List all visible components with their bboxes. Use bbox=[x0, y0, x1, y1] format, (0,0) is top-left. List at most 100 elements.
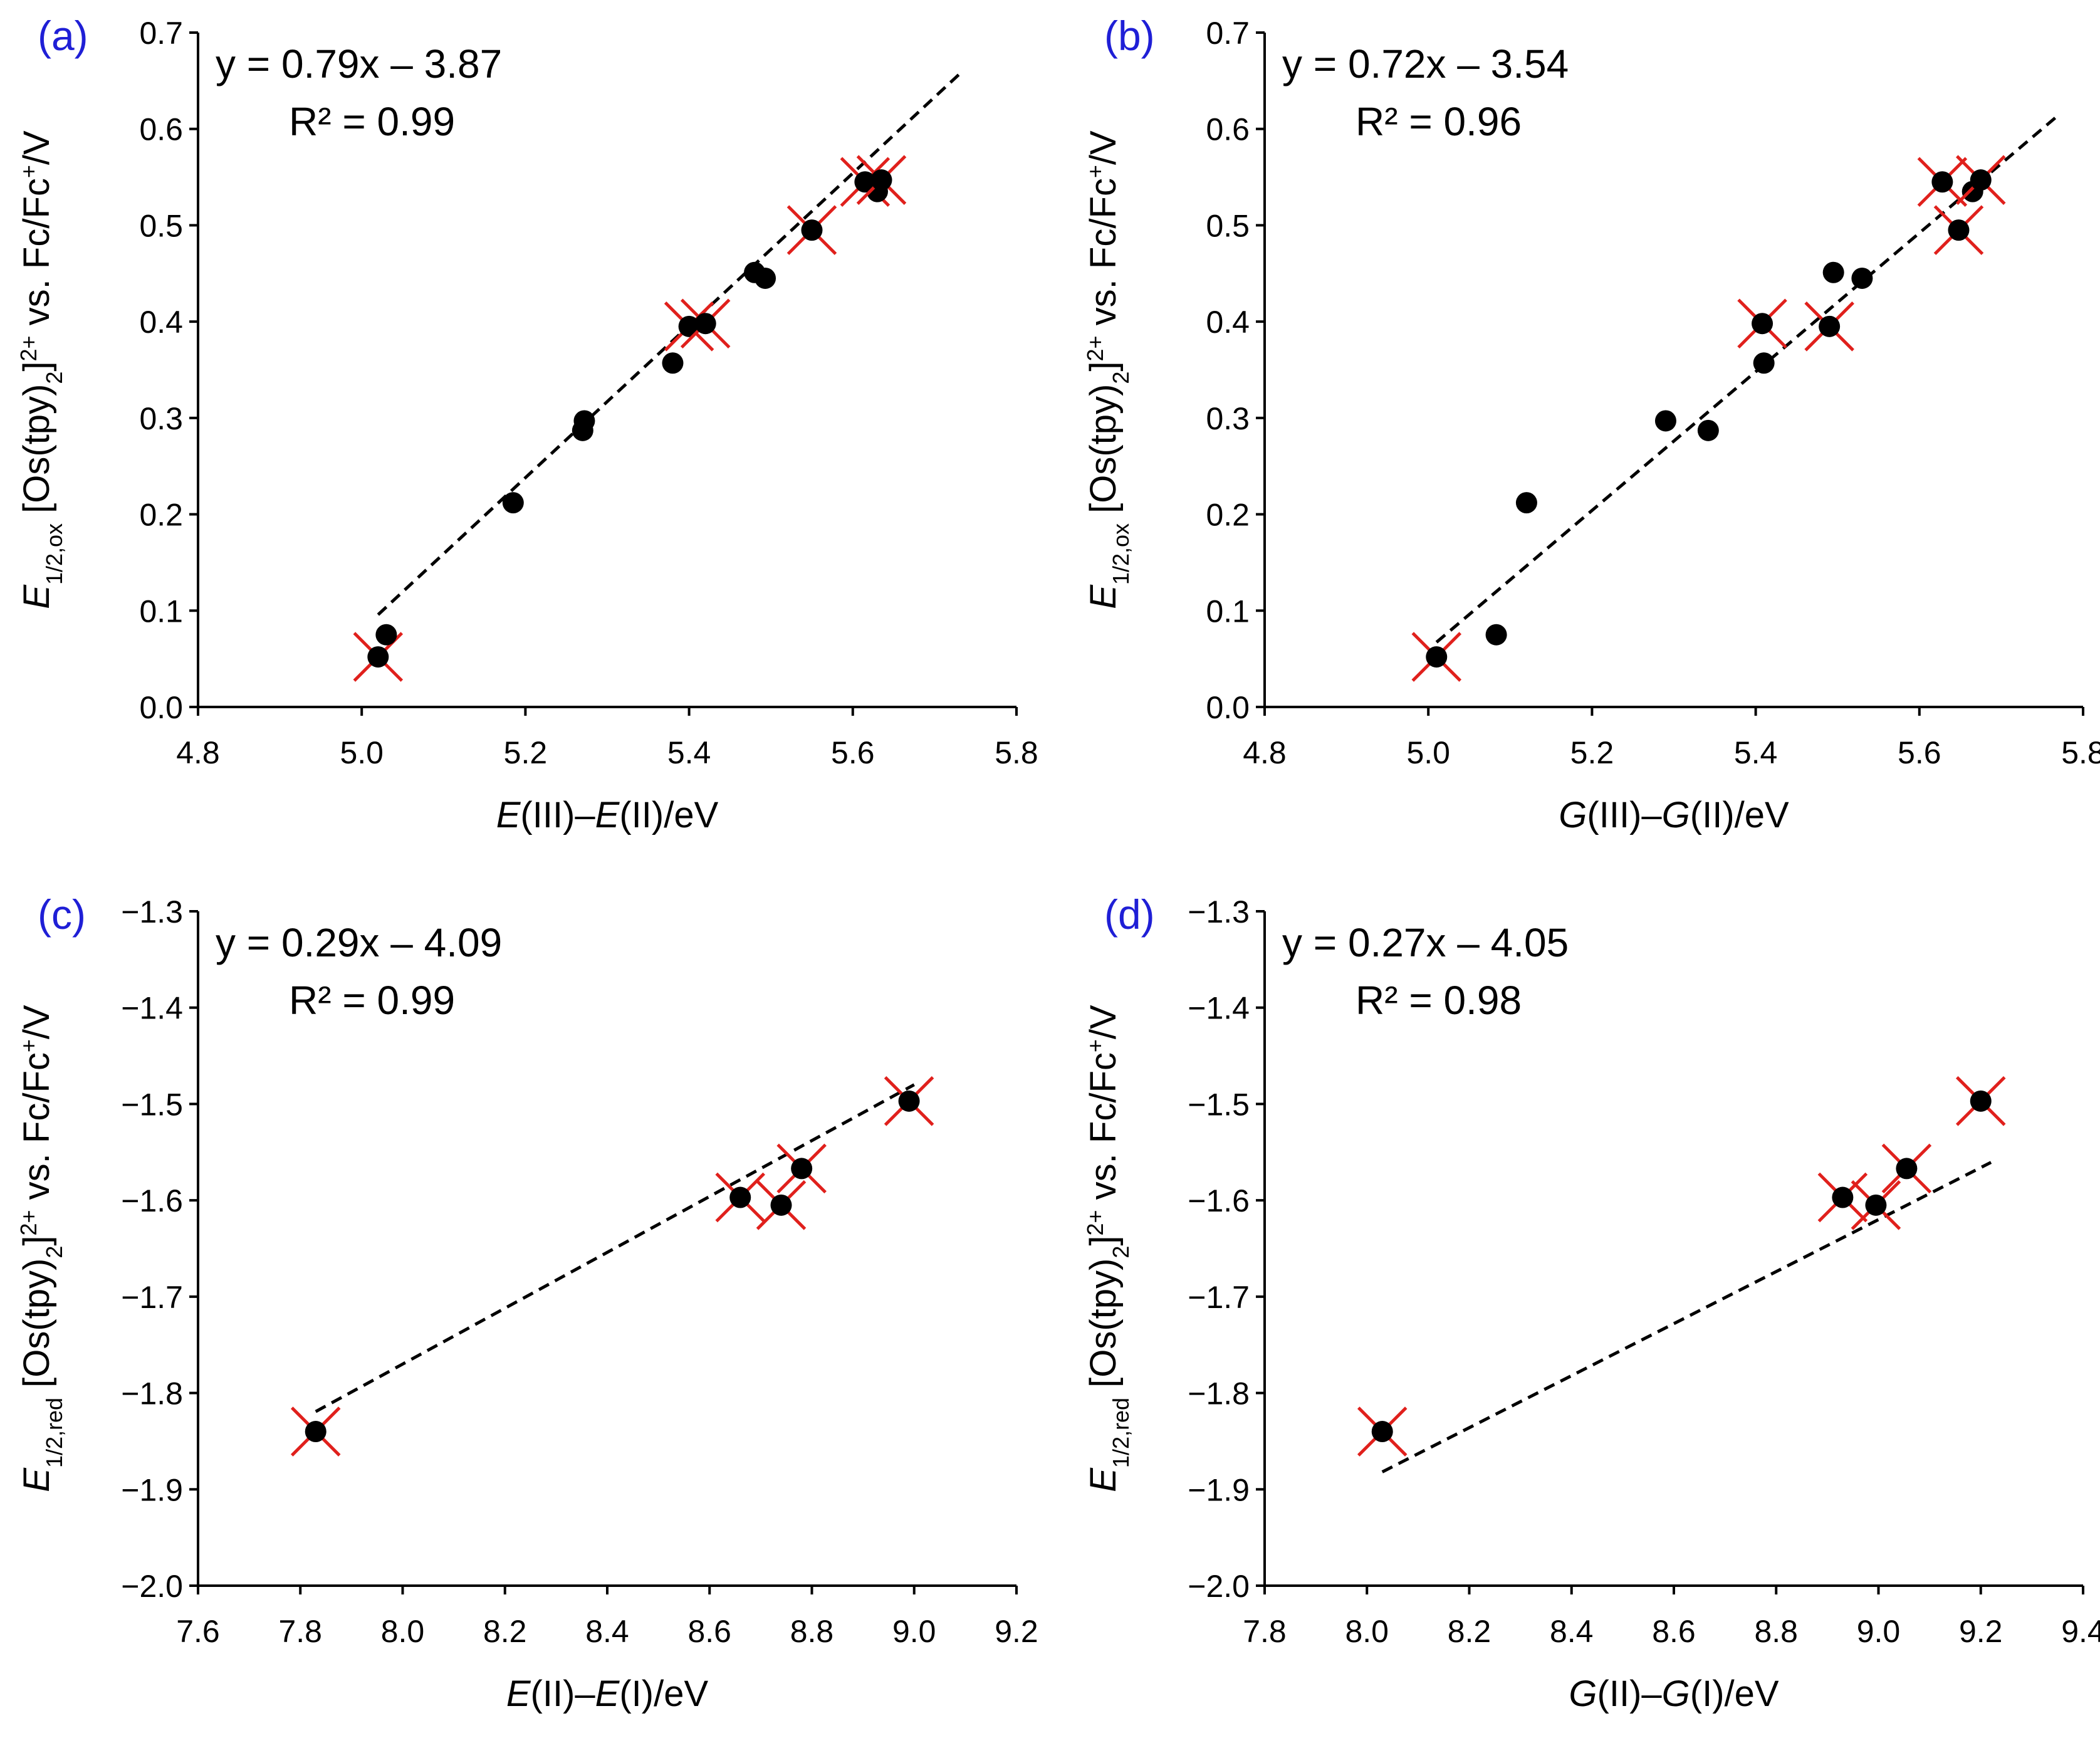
r-squared-label: R² = 0.96 bbox=[1356, 99, 1522, 144]
data-point bbox=[1970, 1090, 1992, 1112]
x-axis-title: E(III)–E(II)/eV bbox=[496, 795, 719, 835]
x-axis-title: E(II)–E(I)/eV bbox=[506, 1673, 709, 1714]
trendline bbox=[1381, 1161, 1992, 1473]
data-point bbox=[791, 1158, 813, 1180]
x-tick-label: 8.8 bbox=[790, 1614, 834, 1649]
y-tick-label: 0.0 bbox=[139, 690, 183, 725]
x-tick-label: 7.8 bbox=[1243, 1614, 1287, 1649]
x-tick-label: 9.2 bbox=[1959, 1614, 2003, 1649]
x-tick-label: 5.6 bbox=[831, 735, 875, 770]
regression-equation: y = 0.79x – 3.87 bbox=[216, 41, 502, 86]
y-tick-label: 0.6 bbox=[139, 112, 183, 147]
chart-panel: 7.6 7.8 8.0 8.2 8.4 8.6 8.8 9.0 9.2 −2.0 −1.9 −1.8 −… bbox=[16, 891, 1038, 1714]
y-tick-label: 0.1 bbox=[139, 594, 183, 629]
data-point bbox=[801, 219, 823, 241]
y-tick-label: 0.6 bbox=[1206, 112, 1250, 147]
data-point bbox=[1931, 171, 1953, 193]
data-point bbox=[662, 352, 684, 374]
chart-panel: 4.8 5.0 5.2 5.4 5.6 5.8 0.0 0.1 0.2 0.3 0.4 0.5 0.6 0… bbox=[16, 13, 1038, 835]
x-axis-title: G(III)–G(II)/eV bbox=[1559, 795, 1789, 835]
x-tick-label: 9.0 bbox=[1857, 1614, 1901, 1649]
x-tick-label: 8.0 bbox=[1345, 1614, 1389, 1649]
x-tick-label: 9.0 bbox=[892, 1614, 936, 1649]
x-tick-label: 5.2 bbox=[1570, 735, 1614, 770]
x-tick-label: 5.0 bbox=[1406, 735, 1450, 770]
y-tick-label: −1.7 bbox=[1188, 1280, 1250, 1315]
panel-label: (b) bbox=[1104, 13, 1155, 59]
y-tick-label: −1.4 bbox=[121, 991, 183, 1026]
data-point bbox=[1515, 492, 1537, 514]
y-tick-label: −1.9 bbox=[1188, 1472, 1250, 1507]
x-tick-label: 7.8 bbox=[278, 1614, 322, 1649]
data-point bbox=[729, 1186, 751, 1208]
y-tick-label: 0.4 bbox=[1206, 305, 1250, 340]
y-tick-label: 0.5 bbox=[139, 208, 183, 243]
chart-panel: 7.8 8.0 8.2 8.4 8.6 8.8 9.0 9.2 9.4 −2.0 −1.9 −1.8 −… bbox=[1082, 891, 2100, 1714]
y-axis-title: E1/2,ox [Os(tpy)2]2+ vs. Fc/Fc+/V bbox=[1082, 130, 1134, 609]
y-tick-label: −1.4 bbox=[1188, 991, 1250, 1026]
y-tick-label: −1.5 bbox=[1188, 1087, 1250, 1122]
x-tick-label: 5.8 bbox=[2061, 735, 2100, 770]
data-point bbox=[1697, 419, 1719, 441]
data-point bbox=[573, 410, 595, 432]
y-tick-label: 0.2 bbox=[1206, 498, 1250, 533]
data-point bbox=[898, 1090, 920, 1112]
y-tick-label: 0.7 bbox=[1206, 16, 1250, 51]
data-point bbox=[755, 267, 776, 289]
data-point bbox=[870, 169, 892, 191]
data-point bbox=[1426, 646, 1448, 668]
y-tick-label: −1.5 bbox=[121, 1087, 183, 1122]
data-point bbox=[1851, 267, 1873, 289]
regression-equation: y = 0.29x – 4.09 bbox=[216, 920, 502, 965]
y-tick-label: 0.5 bbox=[1206, 208, 1250, 243]
y-tick-label: 0.3 bbox=[1206, 401, 1250, 436]
data-point bbox=[1753, 352, 1775, 374]
data-point bbox=[1970, 169, 1992, 191]
data-point bbox=[305, 1421, 326, 1443]
x-tick-label: 5.6 bbox=[1898, 735, 1941, 770]
data-point bbox=[1865, 1194, 1887, 1216]
x-axis-title: G(II)–G(I)/eV bbox=[1569, 1673, 1779, 1714]
r-squared-label: R² = 0.98 bbox=[1356, 978, 1522, 1023]
x-tick-label: 8.4 bbox=[585, 1614, 629, 1649]
trendline bbox=[1435, 113, 2060, 644]
data-point bbox=[694, 313, 716, 335]
y-axis-title: E1/2,red [Os(tpy)2]2+ vs. Fc/Fc+/V bbox=[1082, 1005, 1134, 1492]
y-tick-label: −1.7 bbox=[121, 1280, 183, 1315]
data-point bbox=[1819, 315, 1841, 337]
data-point bbox=[678, 315, 700, 337]
trendline bbox=[315, 1083, 915, 1413]
data-point bbox=[367, 646, 389, 668]
y-tick-label: 0.7 bbox=[139, 16, 183, 51]
y-tick-label: −2.0 bbox=[1188, 1569, 1250, 1604]
data-point bbox=[1822, 261, 1844, 283]
y-tick-label: −1.8 bbox=[121, 1376, 183, 1411]
x-tick-label: 8.2 bbox=[483, 1614, 527, 1649]
y-tick-label: 0.2 bbox=[139, 498, 183, 533]
chart-panel: 4.8 5.0 5.2 5.4 5.6 5.8 0.0 0.1 0.2 0.3 0.4 0.5 0.6 0… bbox=[1082, 13, 2100, 835]
x-tick-label: 5.8 bbox=[995, 735, 1038, 770]
y-tick-label: −1.9 bbox=[121, 1472, 183, 1507]
data-point bbox=[1948, 219, 1970, 241]
panel-label: (c) bbox=[38, 891, 86, 938]
y-tick-label: −1.8 bbox=[1188, 1376, 1250, 1411]
x-tick-label: 8.8 bbox=[1754, 1614, 1798, 1649]
x-tick-label: 4.8 bbox=[176, 735, 220, 770]
x-tick-label: 8.6 bbox=[687, 1614, 731, 1649]
r-squared-label: R² = 0.99 bbox=[289, 978, 455, 1023]
data-point bbox=[1832, 1186, 1854, 1208]
regression-equation: y = 0.72x – 3.54 bbox=[1282, 41, 1569, 86]
x-tick-label: 5.4 bbox=[1734, 735, 1778, 770]
x-tick-label: 5.2 bbox=[504, 735, 548, 770]
data-point bbox=[1371, 1421, 1393, 1443]
y-tick-label: 0.3 bbox=[139, 401, 183, 436]
y-tick-label: 0.1 bbox=[1206, 594, 1250, 629]
y-tick-label: −1.6 bbox=[121, 1183, 183, 1218]
data-point bbox=[770, 1194, 792, 1216]
x-tick-label: 8.6 bbox=[1652, 1614, 1696, 1649]
y-axis-title: E1/2,ox [Os(tpy)2]2+ vs. Fc/Fc+/V bbox=[16, 130, 67, 609]
x-tick-label: 5.0 bbox=[340, 735, 384, 770]
y-tick-label: −1.3 bbox=[121, 894, 183, 929]
trendline bbox=[377, 73, 961, 616]
x-tick-label: 5.4 bbox=[667, 735, 711, 770]
